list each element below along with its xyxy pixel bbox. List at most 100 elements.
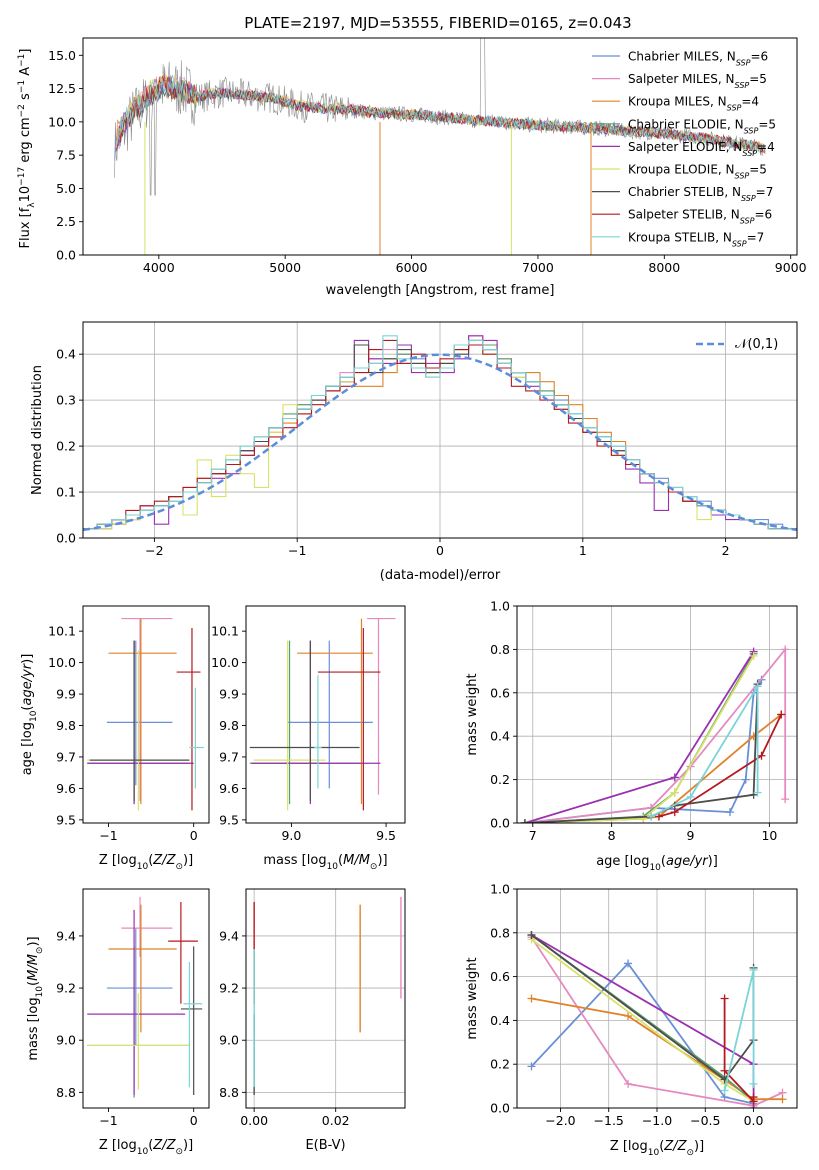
label-part: ]	[18, 49, 33, 54]
series-marker	[753, 788, 762, 797]
series-marker	[654, 812, 663, 821]
plot-area	[87, 896, 203, 1098]
x-tick-label: 0	[436, 543, 444, 558]
x-tick-label: 4000	[143, 260, 175, 275]
label-part: )]	[694, 1139, 704, 1154]
errorbar-point	[180, 946, 203, 1095]
label-part: ⊙	[370, 862, 378, 872]
x-axis-label: wavelength [Angstrom, rest frame]	[326, 283, 555, 298]
label-part: 10	[648, 1148, 660, 1158]
legend-label: 𝒩(0,1)	[735, 337, 778, 352]
x-axis-label: age [log10(age/yr)]	[596, 854, 718, 873]
label-part: (	[659, 1139, 664, 1154]
legend-sub: SSP	[736, 58, 751, 67]
y-tick-label: 8.8	[219, 1085, 239, 1100]
label-part: 10	[18, 186, 33, 203]
label-part: mass weight	[465, 673, 480, 755]
y-tick-label: 10.1	[211, 624, 239, 639]
plot-area	[83, 335, 797, 532]
legend-label: Kroupa STELIB, NSSP=7	[628, 230, 764, 248]
label-part: Z/Z	[663, 1139, 687, 1154]
x-tick-label: 8000	[648, 260, 680, 275]
series-marker	[753, 682, 762, 691]
legend-value: =6	[754, 208, 772, 222]
legend-value: =5	[749, 72, 767, 86]
label-part: −1	[17, 54, 27, 67]
series-marker	[686, 792, 695, 801]
y-tick-label: 12.5	[48, 81, 76, 96]
y-tick-label: 10.0	[48, 114, 76, 129]
y-tick-label: 9.5	[219, 812, 239, 827]
label-part: mass weight	[465, 957, 480, 1039]
y-tick-label: 0.3	[56, 393, 76, 408]
legend-value: =7	[747, 230, 765, 244]
errorbar-point	[367, 617, 396, 795]
legend-name: Salpeter MILES, N	[628, 72, 735, 86]
y-tick-label: 0.0	[490, 1101, 510, 1116]
axes-frame	[516, 605, 798, 824]
series-marker	[725, 808, 734, 817]
series-marker	[527, 930, 536, 939]
label-part: (	[661, 854, 666, 869]
y-tick-label: 0.2	[490, 1057, 510, 1072]
label-part: Flux [f	[18, 207, 33, 248]
series-marker	[757, 751, 766, 760]
legend-value: =4	[741, 95, 759, 109]
label-part: erg cm	[18, 117, 33, 166]
axes-frame	[82, 321, 798, 539]
x-axis-label: Z [log10(Z/Z⊙)]	[99, 853, 193, 872]
panel-mass-vs-Z: −1 08.89.09.29.4Z [log10(Z/Z⊙)]mass [log1…	[26, 888, 210, 1157]
plot-area	[253, 896, 402, 1095]
figure-title: PLATE=2197, MJD=53555, FIBERID=0165, z=0…	[244, 14, 631, 32]
label-part: mass [log	[26, 997, 41, 1060]
legend-label: Kroupa MILES, NSSP=4	[628, 95, 759, 113]
x-tick-label: 9.5	[376, 828, 396, 843]
label-part: ⊙	[175, 1147, 183, 1157]
plot-area	[114, 38, 766, 255]
label-part: mass [log	[263, 853, 326, 868]
y-tick-label: 15.0	[48, 48, 76, 63]
errorbar-point	[106, 928, 173, 1046]
panel-massweight-vs-Z: −2.0 −1.5 −1.0 −0.5 0.0 0.0 0.2 0.4 0.6 0.8 1.0 Z […	[465, 882, 798, 1158]
y-tick-label: 0.6	[490, 969, 510, 984]
label-part: )]	[26, 936, 41, 946]
x-tick-label: −2.0	[545, 1113, 575, 1128]
series-marker	[749, 651, 758, 660]
errorbar-point	[108, 618, 177, 805]
series-marker	[749, 1093, 758, 1102]
x-axis-label: E(B-V)	[305, 1138, 345, 1153]
legend-value: =7	[756, 185, 774, 199]
y-tick-label: 9.9	[219, 687, 239, 702]
legend-name: Kroupa ELODIE, N	[628, 163, 735, 177]
label-part: age [log	[596, 854, 649, 869]
axes-frame	[245, 888, 406, 1109]
x-tick-label: −1.5	[594, 1113, 624, 1128]
x-tick-label: 0.00	[240, 1113, 268, 1128]
x-tick-label: 2	[722, 543, 730, 558]
y-tick-label: 9.4	[56, 928, 76, 943]
x-axis-label: Z [log10(Z/Z⊙)]	[610, 1139, 704, 1158]
y-axis-label: mass [log10(M/M⊙)]	[26, 936, 45, 1060]
y-tick-label: 0.4	[490, 1013, 510, 1028]
errorbar-point	[121, 896, 173, 957]
y-tick-label: 9.8	[219, 718, 239, 733]
x-tick-label: 0.0	[744, 1113, 764, 1128]
panel-age-vs-Z: −1 09.59.69.79.89.910.010.1Z [log10(Z/Z⊙)…	[20, 605, 210, 872]
legend-value: =4	[757, 140, 775, 154]
series-marker	[647, 812, 656, 821]
legend-sub: SSP	[741, 194, 756, 203]
legend-value: =5	[758, 117, 776, 131]
y-tick-label: 9.0	[219, 1033, 239, 1048]
y-tick-label: 9.7	[56, 749, 76, 764]
x-tick-label: 9.0	[281, 828, 301, 843]
y-tick-label: 0.2	[490, 772, 510, 787]
x-tick-label: 0.02	[322, 1113, 350, 1128]
label-part: M/M	[26, 954, 41, 981]
label-part: −2	[17, 104, 27, 117]
x-tick-label: 0	[190, 828, 198, 843]
plot-area	[520, 645, 790, 823]
legend-name: Salpeter STELIB, N	[628, 208, 740, 222]
series-marker	[781, 795, 790, 804]
y-tick-label: 9.2	[56, 981, 76, 996]
